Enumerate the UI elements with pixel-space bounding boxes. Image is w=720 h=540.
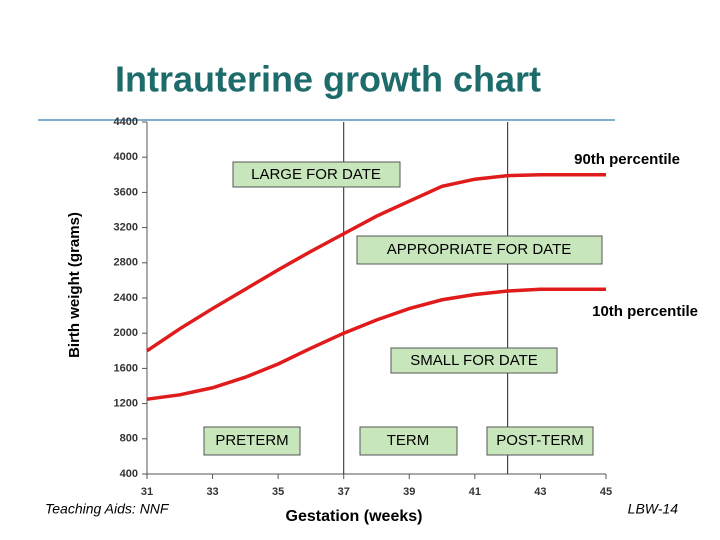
x-tick-label: 43 bbox=[534, 486, 546, 498]
y-tick-label: 4400 bbox=[114, 116, 138, 128]
plot: 400 800 1200 1600 2000 2400 2800 3200 3600 4000 44… bbox=[114, 116, 613, 498]
x-axis-label: Gestation (weeks) bbox=[286, 508, 423, 525]
zone-box bbox=[486, 426, 594, 456]
series-label: 90th percentile bbox=[574, 151, 680, 168]
percentile-line bbox=[146, 173, 606, 353]
zone-box bbox=[359, 426, 458, 456]
y-tick-label: 1200 bbox=[114, 398, 138, 410]
x-tick-label: 37 bbox=[338, 486, 350, 498]
zone-label: TERM bbox=[387, 432, 430, 449]
x-tick-label: 41 bbox=[469, 486, 481, 498]
zone-box bbox=[356, 235, 603, 265]
percentile-line bbox=[146, 287, 606, 401]
zone-box bbox=[203, 426, 301, 456]
y-axis-label: Birth weight (grams) bbox=[66, 212, 83, 358]
x-tick-label: 31 bbox=[141, 486, 153, 498]
x-tick-label: 35 bbox=[272, 486, 284, 498]
zone-box bbox=[390, 347, 558, 374]
series-label: 10th percentile bbox=[592, 303, 698, 320]
zone-label: PRETERM bbox=[215, 432, 288, 449]
y-tick-label: 3200 bbox=[114, 222, 138, 234]
zones: LARGE FOR DATE APPROPRIATE FOR DATE SMAL… bbox=[203, 161, 603, 456]
zone-label: LARGE FOR DATE bbox=[251, 166, 381, 183]
chart-title: Intrauterine growth chart bbox=[115, 59, 541, 100]
x-tick-label: 33 bbox=[206, 486, 218, 498]
footer-left: Teaching Aids: NNF bbox=[45, 501, 170, 517]
y-tick-label: 800 bbox=[120, 433, 138, 445]
footer-right: LBW-14 bbox=[628, 501, 679, 517]
zone-label: POST-TERM bbox=[496, 432, 584, 449]
x-tick-label: 39 bbox=[403, 486, 415, 498]
y-tick-label: 2000 bbox=[114, 327, 138, 339]
zone-label: APPROPRIATE FOR DATE bbox=[387, 241, 571, 258]
y-tick-label: 4000 bbox=[114, 151, 138, 163]
x-tick-label: 45 bbox=[600, 486, 612, 498]
y-tick-label: 3600 bbox=[114, 186, 138, 198]
zone-label: SMALL FOR DATE bbox=[410, 352, 538, 369]
y-tick-label: 1600 bbox=[114, 362, 138, 374]
zone-box bbox=[232, 161, 401, 188]
y-tick-label: 2800 bbox=[114, 257, 138, 269]
y-tick-label: 400 bbox=[120, 468, 138, 480]
y-tick-label: 2400 bbox=[114, 292, 138, 304]
